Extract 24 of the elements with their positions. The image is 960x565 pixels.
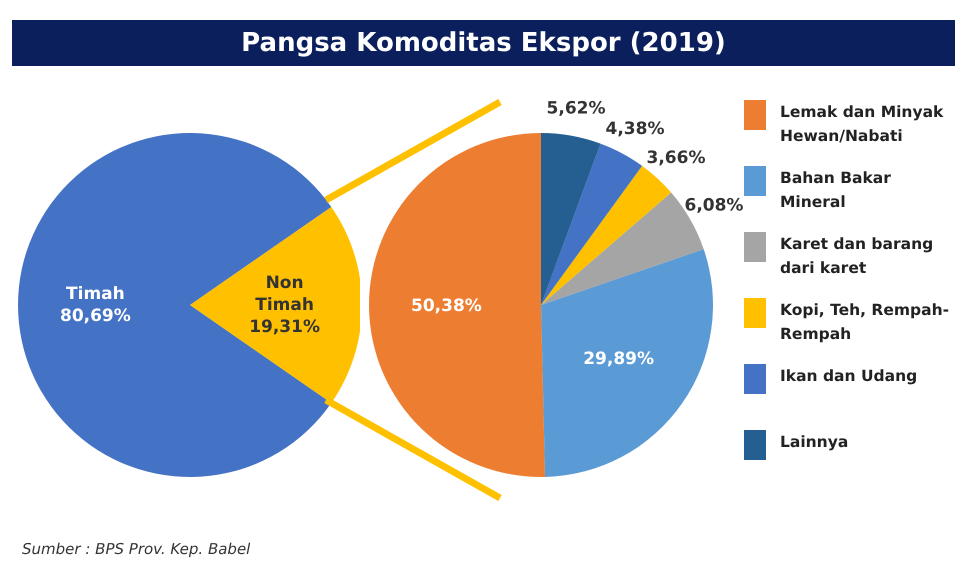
legend-label: Bahan Bakar Mineral (780, 168, 892, 213)
legend-label: Ikan dan Udang (780, 366, 918, 387)
data-label: 6,08% (684, 196, 744, 216)
text: Pangsa Komoditas Ekspor (2019) (12, 20, 955, 66)
data-label: 50,38% (411, 296, 482, 316)
slice-label: Non Timah (255, 273, 314, 315)
pie-slice (369, 133, 546, 477)
pie-slice (18, 133, 332, 477)
legend-label: Lemak dan Minyak Hewan/Nabati (780, 102, 944, 147)
legend-label: Kopi, Teh, Rempah-Rempah (780, 300, 950, 345)
data-label: 29,89% (583, 349, 654, 370)
data-label: 19,31% (249, 317, 320, 337)
data-label: 5,62% (546, 98, 606, 119)
pie-slice (541, 249, 713, 477)
pie-slice (541, 144, 642, 305)
pie-slice (541, 166, 672, 305)
data-label: 4,38% (606, 119, 665, 140)
text: Sumber : BPS Prov. Kep. Babel (22, 540, 250, 558)
slice-label: Timah (66, 284, 125, 304)
legend-label: Karet dan barang dari karet (780, 234, 934, 279)
data-label: 80,69% (60, 306, 131, 326)
pie-slice (541, 133, 600, 305)
data-label: 3,66% (646, 148, 706, 168)
legend-label: Lainnya (780, 432, 848, 453)
